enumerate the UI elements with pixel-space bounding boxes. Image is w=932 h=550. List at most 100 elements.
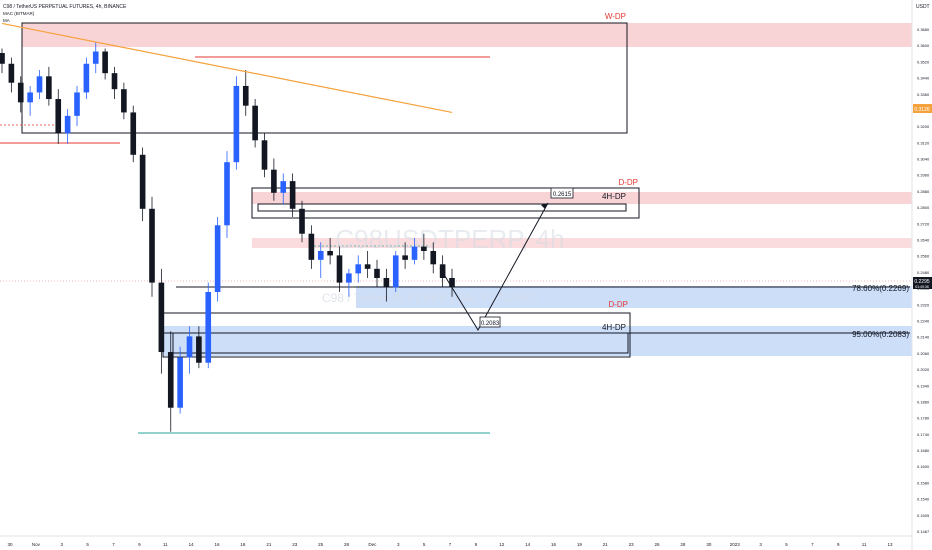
time-tick-label: 11 <box>862 542 867 547</box>
candle-body <box>64 115 71 134</box>
price-axis-bg[interactable] <box>912 0 932 550</box>
time-tick-label: 7 <box>112 542 115 547</box>
candle-body <box>205 292 212 363</box>
candle-body <box>374 268 380 278</box>
candle-body <box>83 63 90 93</box>
watermark-ticker: C98USDTPERP, 4h <box>335 224 564 254</box>
ddp-bottom-label: D-DP <box>608 300 628 309</box>
price-tick-label: 0.1680 <box>917 448 930 453</box>
candle-body <box>74 92 80 116</box>
price-tick-label: 0.2020 <box>917 367 930 372</box>
time-tick-label: 9 <box>475 542 478 547</box>
time-ticks: 30 Nov 3 5 7 9 11 14 16 18 21 23 25 28 Dec 3 5 7 9 12 14 16 19… <box>7 542 893 547</box>
ddp-top-label: D-DP <box>618 178 638 187</box>
last-price-label: 0.2295 <box>914 279 930 285</box>
price-tick-label: 0.2960 <box>917 173 930 178</box>
candle-body <box>214 225 221 293</box>
candle-body <box>317 250 324 260</box>
time-tick-label: 21 <box>266 542 272 547</box>
candle-body <box>130 112 137 155</box>
price-tick-label: 0.1580 <box>917 480 930 485</box>
time-tick-label: 23 <box>292 542 298 547</box>
price-tick-label: 0.1467 <box>917 529 930 534</box>
time-tick-label: 30 <box>706 542 712 547</box>
candle-body <box>186 336 193 358</box>
price-tick-label: 0.3200 <box>917 124 930 129</box>
price-ticks: 0.36800.36000.35200.34400.33600.32800.32… <box>917 27 930 534</box>
time-tick-label: 30 <box>7 542 13 547</box>
time-tick-label: 3 <box>759 542 762 547</box>
candle-body <box>102 51 108 74</box>
price-tick-label: 0.3360 <box>917 92 930 97</box>
wdp-box <box>21 22 628 134</box>
last-price-badge <box>913 277 932 289</box>
time-tick-label: 25 <box>318 542 324 547</box>
candle-body <box>421 246 427 251</box>
candle-body <box>402 255 408 260</box>
projection-path <box>439 202 549 331</box>
candle-body <box>55 99 62 134</box>
price-tick-label: 0.2060 <box>917 351 930 356</box>
price-tick-label: 0.3680 <box>917 27 930 32</box>
candle-body <box>149 208 155 283</box>
watermark-name: C98 / TetherUS PERPETUAL FUTURES <box>322 291 538 305</box>
indicator-line: MAC (BITMAR) <box>3 11 35 16</box>
time-tick-label: 12 <box>499 542 505 547</box>
candle-body <box>449 277 455 288</box>
price-tick-label: 0.3600 <box>917 43 930 48</box>
supply-zone-2 <box>252 238 912 248</box>
last-price-countdown: 01:49:36 <box>915 285 929 289</box>
price-tick-label: 0.3120 <box>917 140 930 145</box>
candle-body <box>158 282 165 353</box>
time-tick-label: 9 <box>138 542 141 547</box>
candle-body <box>17 82 24 103</box>
candle-body <box>346 273 352 283</box>
candle-body <box>92 51 99 64</box>
candle-body <box>336 255 343 283</box>
candle-body <box>121 89 127 113</box>
candle-body <box>392 255 399 288</box>
time-tick-label: 23 <box>629 542 635 547</box>
price-tick-label: 0.3440 <box>917 76 930 81</box>
price-tick-label: 0.2560 <box>917 254 930 259</box>
time-tick-label: 2023 <box>730 542 741 547</box>
price-tick-label: 0.1540 <box>917 497 930 502</box>
candle-body <box>439 264 446 278</box>
candle-body <box>364 264 371 269</box>
fib-786-label: 78.60%(0.2269) <box>852 284 909 293</box>
time-tick-label: 19 <box>577 542 583 547</box>
price-tick-label: 0.1780 <box>917 416 930 421</box>
candle-body <box>27 92 33 103</box>
ma-line <box>1 22 453 114</box>
price-tick-label: 0.2880 <box>917 189 930 194</box>
time-tick-label: 7 <box>449 542 452 547</box>
time-tick-label: 5 <box>785 542 788 547</box>
price-tick-label: 0.3520 <box>917 59 930 64</box>
ma-price-label: 0.3126 <box>914 107 930 113</box>
indicator-short: MA <box>3 18 10 23</box>
candle-body <box>271 169 277 193</box>
candle-body <box>252 105 258 141</box>
ddp-bottom-zone <box>356 286 912 308</box>
time-tick-label: 14 <box>525 542 531 547</box>
time-tick-label: 11 <box>163 542 168 547</box>
time-tick-label: 16 <box>215 542 221 547</box>
time-tick-label: 3 <box>61 542 64 547</box>
candle-body <box>224 162 230 226</box>
candles-layer <box>0 42 455 432</box>
time-tick-label: 26 <box>655 542 661 547</box>
currency-label: USDT <box>916 4 930 10</box>
symbol-title: C98 / TetherUS PERPETUAL FUTURES, 4h, BI… <box>3 4 127 10</box>
time-tick-label: 18 <box>240 542 246 547</box>
time-tick-label: 21 <box>603 542 609 547</box>
candle-body <box>177 357 183 408</box>
candle-body <box>430 250 437 265</box>
candle-body <box>280 181 287 193</box>
price-tick-label: 0.3040 <box>917 157 930 162</box>
h4dp-top-label: 4H-DP <box>602 192 626 201</box>
candle-body <box>355 264 362 274</box>
candle-body <box>383 277 390 288</box>
wdp-label: W-DP <box>605 12 626 21</box>
candle-body <box>411 246 418 260</box>
